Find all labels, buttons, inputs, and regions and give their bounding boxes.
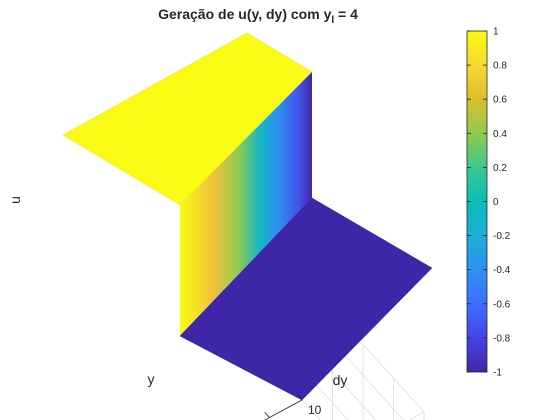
surface-transition-wall <box>180 72 312 336</box>
grid-line <box>264 399 303 420</box>
colorbar-tick-label: -0.2 <box>493 231 511 242</box>
axes-tick-labels: -1-0.500.51-10-50510-10-50510 <box>308 403 322 417</box>
x-tick-label: 10 <box>308 403 322 417</box>
colorbar-tick-label: 0.8 <box>493 61 507 72</box>
surface-plot <box>62 32 433 401</box>
chart-title-subscript: l <box>331 15 334 26</box>
surface-low-plateau <box>179 197 433 401</box>
colorbar-tick-label: -0.4 <box>493 265 511 276</box>
x-tick <box>264 411 270 418</box>
chart-title: Geração de u(y, dy) com yl = 4 <box>158 6 358 26</box>
colorbar-tick-label: 0.2 <box>493 163 507 174</box>
z-axis-label: u <box>7 196 23 204</box>
colorbar-tick-label: 1 <box>493 27 499 38</box>
colorbar-tick-label: 0 <box>493 197 499 208</box>
y-axis-label: y <box>148 371 155 387</box>
colorbar-tick-label: -1 <box>493 368 502 379</box>
colorbar-tick-label: -0.6 <box>493 299 511 310</box>
colorbar-tick-label: 0.6 <box>493 95 507 106</box>
x-axis-line <box>264 399 303 420</box>
x-axis-label: dy <box>333 372 348 388</box>
axes-front <box>264 394 303 420</box>
x-tick <box>296 394 303 401</box>
grid-line <box>301 368 349 420</box>
colorbar-tick-label: -0.8 <box>493 333 511 344</box>
colorbar-ticks: 1 0.8 0.6 0.4 0.2 0 -0.2 -0.4 -0.6 -0.8 -1 <box>467 27 511 379</box>
colorbar-tick-label: 0.4 <box>493 129 507 140</box>
